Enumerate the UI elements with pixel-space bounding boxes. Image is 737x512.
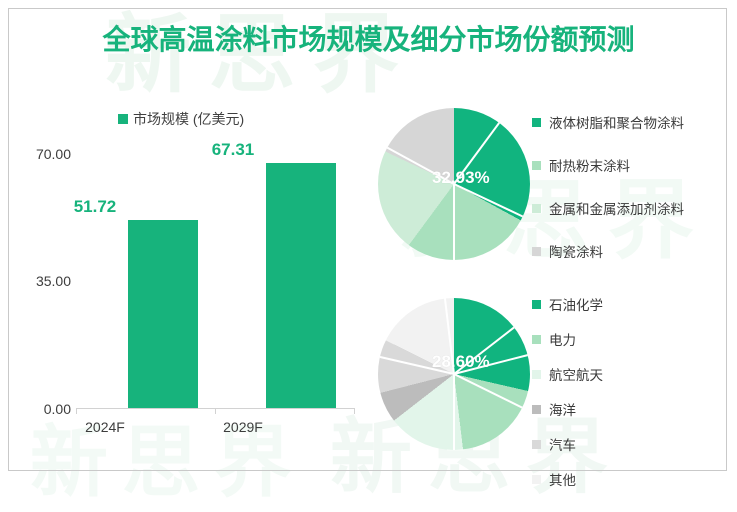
pie-bottom-legend: 石油化学电力航空航天海洋汽车其他 bbox=[532, 294, 603, 489]
legend-swatch-market-size bbox=[118, 114, 128, 124]
y-axis-tick-35: 35.00 bbox=[35, 273, 71, 289]
legend-item[interactable]: 航空航天 bbox=[532, 364, 603, 384]
application-segment-pie-chart: 28.60% 石油化学电力航空航天海洋汽车其他 bbox=[370, 290, 730, 488]
x-axis-label-2029f: 2029F bbox=[223, 419, 263, 435]
pie-top-graphic[interactable] bbox=[378, 108, 530, 260]
legend-label: 航空航天 bbox=[549, 368, 603, 383]
legend-label: 海洋 bbox=[549, 403, 576, 418]
legend-swatch bbox=[532, 474, 541, 484]
legend-swatch bbox=[532, 404, 541, 414]
bar-plot-area bbox=[76, 153, 354, 408]
legend-item[interactable]: 耐热粉末涂料 bbox=[532, 155, 684, 175]
product-segment-pie-chart: 32.93% 液体树脂和聚合物涂料 耐热粉末涂料金属和金属添加剂涂料 陶瓷涂料 bbox=[370, 100, 730, 280]
legend-label: 石油化学 bbox=[549, 298, 603, 313]
legend-swatch bbox=[532, 299, 541, 309]
legend-swatch bbox=[532, 117, 541, 127]
y-axis-tick-70: 70.00 bbox=[35, 146, 71, 162]
pie-bottom-graphic[interactable] bbox=[378, 298, 530, 450]
pie-slice-divider bbox=[453, 183, 524, 218]
legend-item[interactable]: 陶瓷涂料 bbox=[532, 241, 684, 261]
legend-swatch bbox=[532, 439, 541, 449]
x-axis-tick bbox=[76, 408, 77, 414]
pie-top-legend: 液体树脂和聚合物涂料 耐热粉末涂料金属和金属添加剂涂料 陶瓷涂料 bbox=[532, 112, 684, 261]
bar-value-2024f: 51.72 bbox=[73, 197, 117, 216]
legend-item[interactable]: 汽车 bbox=[532, 434, 603, 454]
legend-item[interactable]: 石油化学 bbox=[532, 294, 603, 314]
x-axis-label-2024f: 2024F bbox=[85, 419, 125, 435]
legend-item[interactable]: 其他 bbox=[532, 469, 603, 489]
bar-2024f[interactable] bbox=[128, 220, 198, 408]
legend-swatch bbox=[532, 369, 541, 379]
legend-item[interactable]: 海洋 bbox=[532, 399, 603, 419]
legend-label: 汽车 bbox=[549, 438, 576, 453]
chart-border bbox=[8, 8, 727, 471]
legend-swatch bbox=[532, 203, 541, 213]
x-axis-tick bbox=[215, 408, 216, 414]
legend-label-market-size: 市场规模 (亿美元) bbox=[133, 111, 245, 127]
legend-label: 电力 bbox=[549, 333, 576, 348]
pie-slice-divider bbox=[453, 374, 455, 450]
legend-label: 液体树脂和聚合物涂料 bbox=[549, 116, 684, 131]
legend-label: 陶瓷涂料 bbox=[549, 245, 603, 260]
legend-item[interactable]: 金属和金属添加剂涂料 bbox=[532, 198, 684, 218]
bar-value-2029f: 67.31 bbox=[211, 140, 255, 159]
pie-bottom-highlight-label: 28.60% bbox=[432, 352, 490, 371]
page-title: 全球高温涂料市场规模及细分市场份额预测 bbox=[102, 23, 635, 56]
legend-swatch bbox=[532, 160, 541, 170]
pie-slice-divider bbox=[453, 373, 523, 409]
legend-label: 耐热粉末涂料 bbox=[549, 159, 630, 174]
x-axis-tick bbox=[354, 408, 355, 414]
legend-swatch bbox=[532, 334, 541, 344]
bar-chart: 市场规模 (亿美元) 70.00 35.00 0.00 51.72 67.31 … bbox=[8, 95, 368, 440]
legend-item[interactable]: 电力 bbox=[532, 329, 603, 349]
legend-label: 其他 bbox=[549, 473, 576, 488]
pie-top-highlight-label: 32.93% bbox=[432, 168, 490, 187]
legend-item[interactable]: 液体树脂和聚合物涂料 bbox=[532, 112, 684, 132]
bar-2029f[interactable] bbox=[266, 163, 336, 408]
chart-canvas: 新思界 新思界 新思界 新思界 全球高温涂料市场规模及细分市场份额预测 市场规模… bbox=[8, 5, 730, 508]
legend-swatch bbox=[532, 246, 541, 256]
legend-label: 金属和金属添加剂涂料 bbox=[549, 202, 684, 217]
y-axis-tick-0: 0.00 bbox=[43, 401, 71, 417]
pie-slice-divider bbox=[453, 184, 455, 260]
bar-chart-legend: 市场规模 (亿美元) bbox=[118, 109, 244, 129]
